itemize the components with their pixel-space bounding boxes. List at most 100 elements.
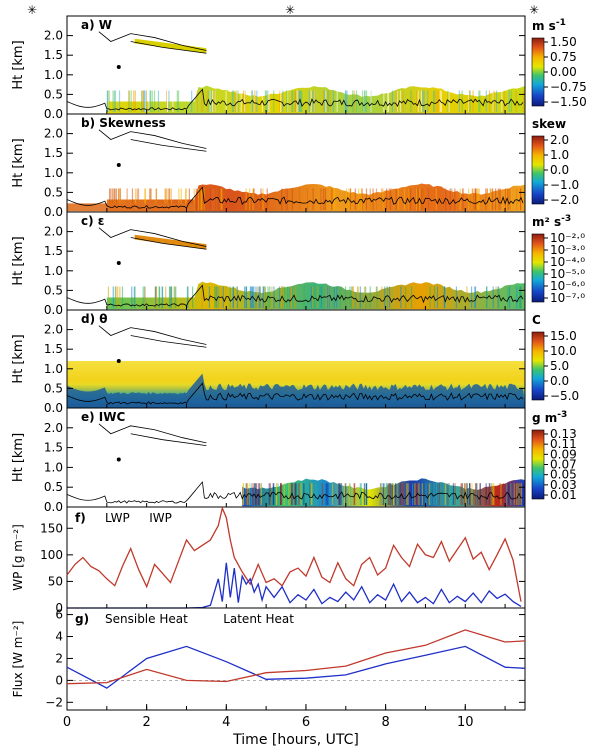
texture-streak: [479, 483, 481, 506]
texture-streak: [294, 286, 297, 309]
texture-streak: [240, 90, 242, 113]
texture-streak: [403, 188, 406, 211]
texture-streak: [391, 188, 393, 211]
texture-streak: [421, 483, 423, 506]
texture-streak: [216, 286, 218, 309]
texture-streak: [284, 188, 286, 211]
texture-streak: [503, 483, 505, 506]
panel-frame: [66, 506, 526, 609]
texture-streak: [436, 286, 439, 309]
texture-streak: [454, 483, 456, 506]
texture-streak: [449, 286, 451, 309]
texture-streak: [288, 483, 290, 506]
texture-streak: [191, 90, 193, 113]
texture-streak: [425, 483, 427, 506]
texture-streak: [265, 90, 267, 113]
colorbar-tick-label: 10⁻⁴·⁰: [550, 255, 585, 269]
texture-streak: [283, 286, 286, 309]
isolated-cloud-dot: [116, 358, 121, 363]
texture-streak: [196, 90, 199, 113]
texture-streak: [268, 90, 270, 113]
legend-entry: LWP: [105, 511, 130, 525]
texture-streak: [381, 286, 383, 309]
texture-streak: [474, 286, 477, 309]
colorbar-tick-label: 15.0: [550, 329, 577, 343]
texture-streak: [170, 286, 172, 309]
texture-streak: [365, 90, 368, 113]
texture-streak: [444, 483, 446, 506]
texture-streak: [311, 483, 313, 506]
texture-streak: [210, 90, 212, 113]
y-tick-label: 2: [55, 651, 63, 665]
texture-streak: [365, 483, 368, 506]
texture-streak: [119, 286, 121, 309]
panel-label: c) ε: [81, 214, 104, 228]
texture-streak: [287, 483, 289, 506]
texture-streak: [153, 90, 156, 113]
texture-streak: [324, 90, 326, 113]
texture-streak: [506, 483, 508, 506]
texture-streak: [414, 188, 416, 211]
texture-streak: [418, 483, 420, 506]
colorbar-tick-label: 0.00: [550, 65, 577, 79]
texture-streak: [136, 188, 138, 211]
texture-streak: [215, 188, 218, 211]
texture-streak: [107, 286, 110, 309]
texture-streak: [264, 286, 266, 309]
texture-streak: [250, 483, 252, 506]
texture-streak: [452, 483, 454, 506]
marker-mid: ✳: [285, 3, 295, 17]
texture-streak: [114, 188, 116, 211]
texture-streak: [416, 188, 418, 211]
texture-streak: [165, 188, 167, 211]
texture-streak: [253, 188, 255, 211]
texture-streak: [133, 286, 135, 309]
texture-streak: [354, 188, 356, 211]
texture-streak: [199, 188, 201, 211]
texture-streak: [313, 286, 315, 309]
texture-streak: [329, 90, 331, 113]
texture-streak: [141, 90, 143, 113]
texture-streak: [348, 483, 351, 506]
texture-streak: [474, 286, 476, 309]
texture-streak: [175, 286, 177, 309]
texture-streak: [395, 188, 397, 211]
texture-streak: [471, 483, 473, 506]
texture-streak: [186, 286, 189, 309]
texture-streak: [173, 286, 175, 309]
texture-streak: [172, 90, 174, 113]
texture-streak: [499, 188, 501, 211]
texture-streak: [421, 188, 423, 211]
y-axis-label: Ht [km]: [11, 334, 26, 383]
texture-streak: [394, 286, 396, 309]
texture-streak: [379, 483, 382, 506]
texture-streak: [521, 188, 523, 211]
texture-streak: [272, 483, 274, 506]
texture-streak: [448, 483, 450, 506]
texture-streak: [476, 188, 478, 211]
texture-streak: [253, 286, 255, 309]
panel-d: 0.00.51.01.52.0Ht [km]d) θ15.010.05.00.0…: [11, 309, 579, 415]
texture-streak: [168, 90, 170, 113]
texture-streak: [164, 188, 166, 211]
texture-streak: [468, 90, 471, 113]
texture-streak: [256, 90, 258, 113]
y-axis-label: Ht [km]: [11, 433, 26, 482]
texture-streak: [300, 483, 302, 506]
y-tick-label: 0: [55, 673, 63, 687]
texture-streak: [134, 188, 137, 211]
upper-layer-top: [98, 227, 207, 247]
upper-layer-base: [130, 433, 207, 447]
texture-streak: [399, 483, 401, 506]
colorbar: [531, 331, 545, 401]
texture-streak: [427, 90, 429, 113]
texture-streak: [110, 188, 112, 211]
texture-streak: [283, 483, 285, 506]
colorbar-tick-label: 0.0: [550, 374, 569, 388]
texture-streak: [396, 90, 398, 113]
texture-streak: [299, 188, 301, 211]
upper-layer-fill: [134, 136, 207, 152]
y-tick-label: 0.5: [44, 480, 63, 494]
texture-streak: [508, 90, 510, 113]
texture-streak: [242, 483, 245, 506]
